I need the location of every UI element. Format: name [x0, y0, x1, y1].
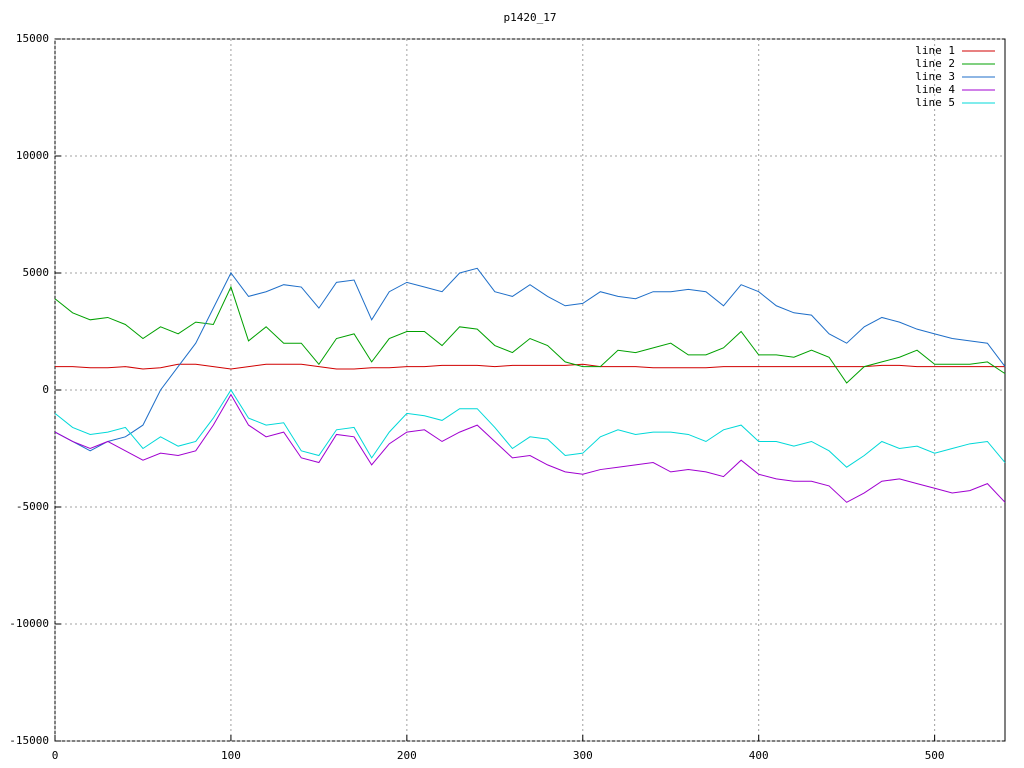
chart-title: p1420_17 — [504, 11, 557, 24]
data-line — [55, 363, 1005, 370]
x-tick-label: 400 — [749, 749, 769, 762]
y-tick-label: 0 — [42, 383, 49, 396]
y-tick-label: -15000 — [9, 734, 49, 747]
data-line — [54, 389, 1006, 468]
x-tick-label: 0 — [52, 749, 59, 762]
y-tick-label: -5000 — [16, 500, 49, 513]
y-tick-label: 5000 — [23, 266, 50, 279]
data-line — [54, 393, 1006, 503]
legend-label: line 1 — [915, 44, 955, 57]
data-line — [54, 267, 1006, 452]
x-tick-label: 500 — [925, 749, 945, 762]
x-tick-label: 300 — [573, 749, 593, 762]
legend-label: line 3 — [915, 70, 955, 83]
x-tick-label: 200 — [397, 749, 417, 762]
legend-label: line 2 — [915, 57, 955, 70]
y-tick-label: -10000 — [9, 617, 49, 630]
legend-label: line 5 — [915, 96, 955, 109]
x-tick-label: 100 — [221, 749, 241, 762]
y-tick-label: 15000 — [16, 32, 49, 45]
data-line — [54, 285, 1006, 384]
y-tick-label: 10000 — [16, 149, 49, 162]
legend-label: line 4 — [915, 83, 955, 96]
